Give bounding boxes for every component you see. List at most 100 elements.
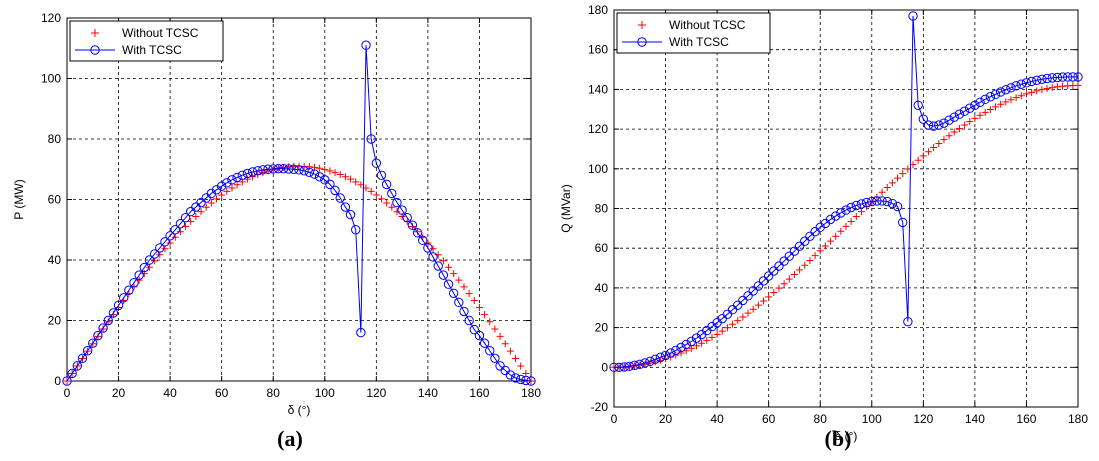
data-point [940, 136, 948, 144]
data-point [197, 208, 205, 216]
data-point [145, 263, 153, 271]
data-point [1002, 98, 1010, 106]
data-point [352, 178, 360, 186]
panel-caption: (b) [825, 426, 852, 451]
x-tick-label: 80 [814, 412, 828, 426]
data-point [832, 232, 840, 240]
data-point [779, 256, 789, 266]
data-point [645, 356, 655, 367]
data-point [629, 360, 640, 371]
data-point [753, 281, 764, 291]
data-point [351, 225, 361, 235]
data-point [166, 239, 174, 247]
y-tick-label: 60 [48, 193, 62, 207]
legend-entry: Without TCSC [122, 26, 199, 40]
y-tick-label: 80 [48, 132, 62, 146]
data-point [939, 118, 949, 128]
data-point [763, 271, 774, 281]
data-point [512, 355, 520, 363]
data-point [103, 315, 113, 326]
x-tick-label: 20 [112, 386, 126, 400]
data-point [510, 373, 521, 383]
data-point [160, 237, 170, 247]
chart-b: 0 20 40 60 80 100 120 140 160 180-200204060801001… [559, 3, 1088, 451]
legend-entry: Without TCSC [669, 18, 746, 32]
data-point [268, 164, 278, 174]
data-point [758, 276, 769, 286]
data-point [945, 132, 953, 140]
data-point [475, 304, 483, 312]
data-point [526, 376, 536, 386]
data-point [614, 362, 624, 372]
data-point [459, 306, 469, 317]
data-point [811, 252, 819, 260]
data-point [892, 201, 903, 212]
data-point [218, 191, 226, 199]
data-point [280, 163, 288, 171]
data-point [253, 166, 263, 176]
data-point [192, 212, 200, 220]
data-point [800, 236, 810, 246]
data-point [749, 305, 757, 313]
data-point [180, 212, 191, 223]
data-point [1016, 79, 1026, 89]
data-point [309, 169, 320, 179]
data-point [837, 227, 845, 235]
data-point [366, 134, 376, 144]
data-point [165, 231, 175, 241]
data-point [170, 225, 180, 235]
data-point [481, 311, 489, 319]
y-tick-label: 140 [588, 82, 608, 96]
data-point [521, 375, 531, 386]
data-point [1062, 72, 1073, 82]
y-tick-label: 0 [54, 374, 61, 388]
data-point [134, 270, 144, 280]
data-point [770, 289, 778, 297]
data-point [119, 293, 129, 303]
data-point [1017, 92, 1025, 100]
data-point [821, 242, 829, 250]
data-point [1074, 81, 1082, 89]
data-point [171, 233, 179, 241]
data-point [769, 266, 779, 276]
data-point [93, 330, 103, 341]
y-tick-label: 40 [595, 281, 609, 295]
data-point [789, 246, 800, 256]
data-point [434, 251, 442, 259]
axes-frame [613, 9, 1079, 408]
x-tick-label: 180 [521, 386, 541, 400]
data-point [330, 185, 340, 196]
y-tick-label: 0 [601, 360, 608, 374]
data-point [367, 187, 375, 195]
data-point [744, 309, 752, 317]
y-tick-label: 160 [588, 43, 608, 57]
data-point [242, 168, 253, 179]
data-point [450, 270, 458, 278]
y-tick-label: 100 [588, 162, 608, 176]
data-point [464, 315, 474, 326]
data-point [899, 170, 907, 178]
x-tick-label: 60 [215, 386, 229, 400]
data-point [1021, 78, 1032, 88]
data-point [486, 318, 494, 326]
data-point [299, 166, 309, 176]
y-tick-label: 120 [588, 122, 608, 136]
data-point [304, 167, 315, 177]
data-point [624, 361, 635, 372]
x-tick-label: 20 [659, 412, 673, 426]
x-tick-label: 140 [965, 412, 985, 426]
data-point [377, 195, 385, 203]
data-point [914, 156, 922, 164]
data-point [944, 115, 954, 125]
data-point [222, 178, 232, 188]
data-point [418, 235, 428, 246]
x-tick-label: 40 [163, 386, 177, 400]
y-tick-label: 60 [595, 241, 609, 255]
data-point [785, 275, 793, 283]
data-point [372, 191, 380, 199]
data-point [985, 92, 996, 102]
data-point [877, 196, 887, 206]
y-tick-label: 20 [48, 314, 62, 328]
y-tick-label: 80 [595, 202, 609, 216]
data-point [754, 301, 762, 309]
